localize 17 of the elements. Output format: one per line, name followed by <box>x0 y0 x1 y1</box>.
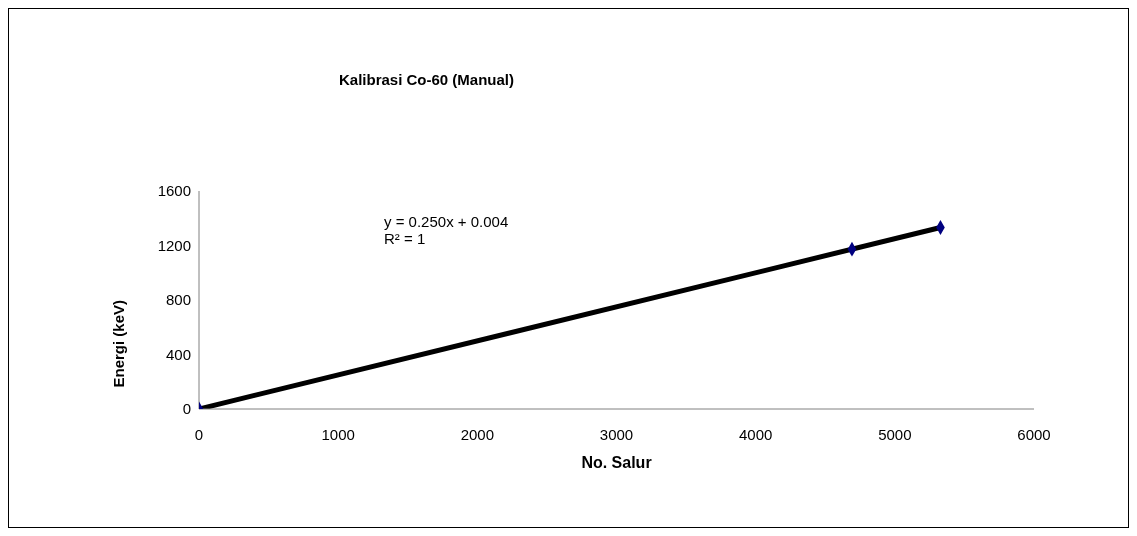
y-tick-label: 800 <box>165 291 191 309</box>
x-axis-title: No. Salur <box>581 454 652 472</box>
y-tick-label: 0 <box>182 400 191 418</box>
x-tick-label: 2000 <box>460 425 495 443</box>
y-axis-title: Energi (keV) <box>110 300 128 388</box>
annotation: R² = 1 <box>384 230 427 247</box>
x-tick-label: 4000 <box>738 425 773 443</box>
x-tick-label: 1000 <box>321 425 355 443</box>
y-tick-label: 400 <box>165 345 191 363</box>
x-tick-label: 0 <box>194 425 204 443</box>
y-tick-label: 1200 <box>157 236 191 254</box>
annotation: y = 0.250x + 0.004 <box>384 213 509 230</box>
y-tick-label: 1600 <box>157 182 191 200</box>
x-tick-label: 6000 <box>1017 425 1051 443</box>
x-tick-label: 5000 <box>878 425 912 443</box>
chart-title: Kalibrasi Co-60 (Manual) <box>339 71 515 88</box>
x-tick-label: 3000 <box>599 425 634 443</box>
